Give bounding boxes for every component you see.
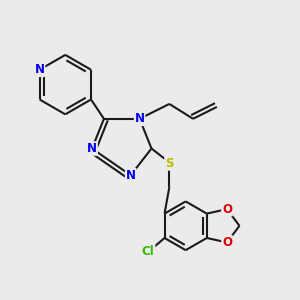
- Text: Cl: Cl: [142, 245, 155, 258]
- Text: N: N: [34, 63, 45, 76]
- Text: O: O: [222, 202, 232, 216]
- Text: N: N: [87, 142, 97, 155]
- Text: N: N: [135, 112, 145, 125]
- Text: O: O: [222, 236, 232, 249]
- Text: N: N: [126, 169, 136, 182]
- Text: S: S: [165, 157, 174, 170]
